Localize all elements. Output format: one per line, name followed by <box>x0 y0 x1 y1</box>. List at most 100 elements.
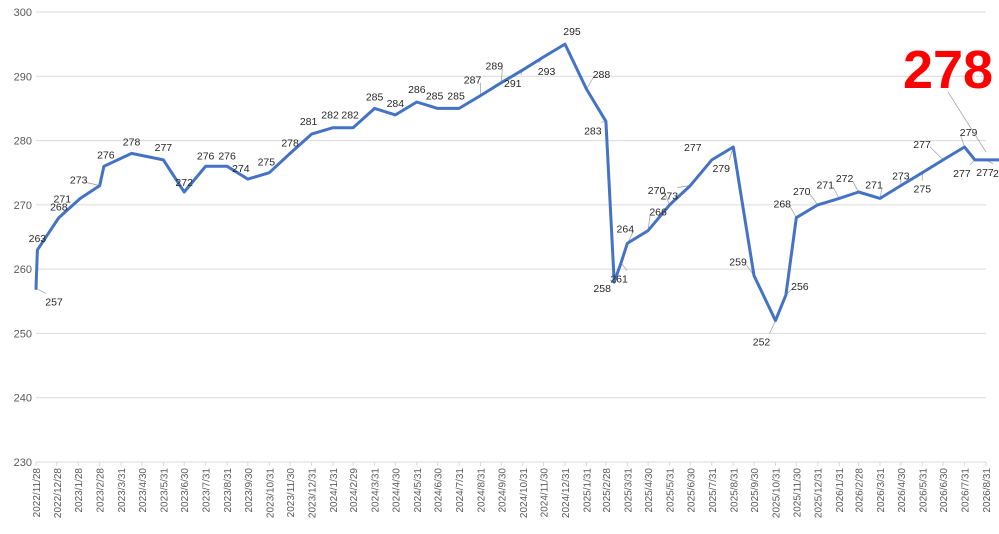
x-tick-label: 2023/5/31 <box>159 468 170 513</box>
y-axis-ticks: 230 240 250 260 270 280 290 300 <box>14 7 32 469</box>
x-tick-label: 2026/2/28 <box>855 468 866 513</box>
data-label: 258 <box>593 283 611 295</box>
x-tick-label: 2026/6/30 <box>939 468 950 513</box>
data-label: 277 <box>913 139 931 151</box>
x-tick-label: 2022/12/28 <box>53 468 64 518</box>
data-label: 277 <box>953 168 971 180</box>
x-tick-label: 2025/9/30 <box>750 468 761 513</box>
data-label: 285 <box>447 90 465 102</box>
x-tick-label: 2023/9/30 <box>244 468 255 513</box>
data-label: 278 <box>281 137 299 149</box>
x-tick-label: 2025/5/31 <box>666 468 677 513</box>
data-label: 256 <box>791 281 809 293</box>
y-tick-label: 300 <box>14 7 32 19</box>
data-label: 263 <box>29 233 47 245</box>
y-tick-label: 240 <box>14 393 32 405</box>
x-tick-label: 2025/2/28 <box>602 468 613 513</box>
data-label: 278 <box>123 136 141 148</box>
data-label: 259 <box>729 257 747 269</box>
x-tick-label: 2025/7/31 <box>708 468 719 513</box>
data-label: 274 <box>232 163 250 175</box>
x-tick-label: 2025/10/31 <box>772 468 783 518</box>
x-tick-label: 2026/7/31 <box>961 468 972 513</box>
x-tick-label: 2023/12/31 <box>308 468 319 518</box>
x-tick-label: 2024/6/30 <box>434 468 445 513</box>
x-tick-label: 2023/2/28 <box>96 468 107 513</box>
data-label: 268 <box>50 202 68 214</box>
x-tick-label: 2024/7/31 <box>455 468 466 513</box>
x-tick-label: 2024/11/30 <box>540 468 551 518</box>
data-label: 277 <box>155 142 173 154</box>
y-tick-label: 260 <box>14 264 32 276</box>
x-tick-label: 2026/5/31 <box>918 468 929 513</box>
x-tick-label: 2023/6/30 <box>180 468 191 513</box>
x-tick-label: 2023/4/30 <box>138 468 149 513</box>
data-label: 273 <box>892 171 910 183</box>
data-label: 277 <box>976 167 994 179</box>
data-label: 279 <box>713 163 731 175</box>
y-tick-label: 250 <box>14 328 32 340</box>
data-label: 282 <box>321 110 339 122</box>
data-label: 252 <box>753 337 771 349</box>
x-tick-label: 2025/12/31 <box>814 468 825 518</box>
x-tick-label: 2023/11/30 <box>286 468 297 518</box>
x-tick-label: 2026/1/31 <box>835 468 846 513</box>
data-label: 281 <box>300 116 318 128</box>
data-label: 286 <box>408 84 426 96</box>
label-leader <box>586 76 594 90</box>
data-label: 285 <box>426 90 444 102</box>
highlight-value: 278 <box>903 40 993 100</box>
x-tick-label: 2024/3/31 <box>371 468 382 513</box>
data-label: 287 <box>464 75 482 87</box>
data-label: 293 <box>538 66 556 78</box>
highlight-leader-line <box>947 91 987 153</box>
data-label: 276 <box>97 149 115 161</box>
data-label: 276 <box>218 150 236 162</box>
data-label: 275 <box>914 184 932 196</box>
x-tick-label: 2026/4/30 <box>897 468 908 513</box>
data-label: 284 <box>387 98 405 110</box>
x-tick-label: 2024/2/29 <box>349 468 360 513</box>
data-label: 277 <box>993 168 999 180</box>
x-tick-label: 2024/8/31 <box>477 468 488 513</box>
x-tick-label: 2024/4/30 <box>391 468 402 513</box>
x-tick-label: 2025/8/31 <box>729 468 740 513</box>
data-label: 277 <box>684 142 702 154</box>
data-label: 266 <box>649 207 667 219</box>
y-tick-label: 280 <box>14 136 32 148</box>
label-leader <box>852 180 859 193</box>
x-tick-label: 2024/1/31 <box>329 468 340 513</box>
x-tick-label: 2026/8/31 <box>982 468 993 513</box>
x-tick-label: 2025/6/30 <box>686 468 697 513</box>
y-tick-label: 270 <box>14 200 32 212</box>
series-line <box>34 42 999 323</box>
x-tick-label: 2025/1/31 <box>582 468 593 513</box>
data-label: 283 <box>584 125 602 137</box>
x-tick-label: 2022/11/28 <box>32 468 43 518</box>
label-leader <box>789 206 797 218</box>
label-leader <box>960 134 965 148</box>
data-label: 276 <box>197 150 215 162</box>
label-leader <box>86 182 100 186</box>
x-tick-label: 2025/3/31 <box>623 468 634 513</box>
y-tick-label: 230 <box>14 457 32 469</box>
label-leader <box>35 288 47 294</box>
x-tick-label: 2024/12/31 <box>561 468 572 518</box>
x-tick-label: 2024/5/31 <box>413 468 424 513</box>
x-tick-label: 2023/10/31 <box>265 468 276 518</box>
x-axis-ticks: 2022/11/28 2022/12/28 2023/1/28 2023/2/28 20… <box>32 462 993 518</box>
label-leader <box>929 146 944 161</box>
data-label: 285 <box>366 91 384 103</box>
data-label: 291 <box>504 78 522 90</box>
data-label: 272 <box>175 177 193 189</box>
data-label: 275 <box>258 157 276 169</box>
x-tick-label: 2024/10/31 <box>519 468 530 518</box>
data-label: 273 <box>70 175 88 187</box>
data-label: 288 <box>593 69 611 81</box>
data-label: 261 <box>610 274 628 286</box>
gridlines <box>36 11 986 463</box>
data-label: 257 <box>45 296 63 308</box>
data-label: 279 <box>960 127 978 139</box>
